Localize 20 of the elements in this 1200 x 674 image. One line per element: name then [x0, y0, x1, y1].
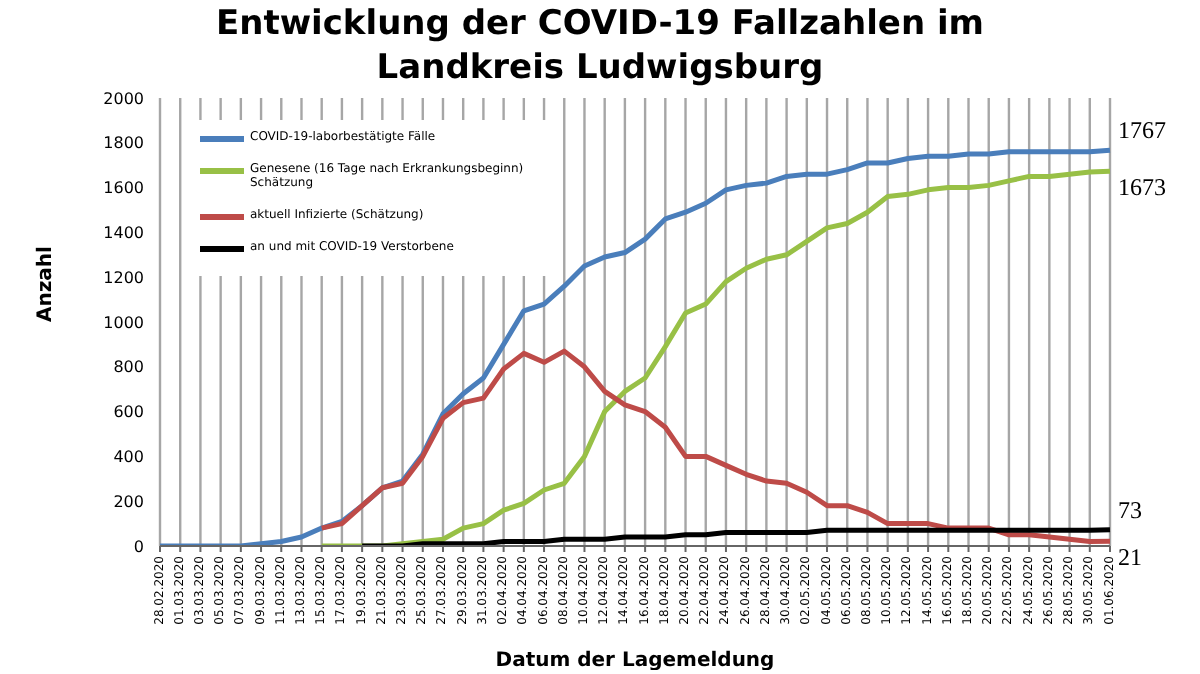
y-tick-label: 1200 — [103, 268, 144, 287]
y-tick-label: 1800 — [103, 134, 144, 153]
line-series — [319, 348, 1113, 545]
data-label: 1673 — [1118, 173, 1166, 202]
y-tick-label: 600 — [113, 403, 144, 422]
y-tick-label: 1000 — [103, 313, 144, 332]
y-tick-label: 2000 — [103, 89, 144, 108]
data-label: 21 — [1118, 543, 1142, 572]
y-tick-label: 800 — [113, 358, 144, 377]
line-series — [359, 527, 1113, 546]
data-label: 73 — [1118, 495, 1142, 524]
y-tick-label: 200 — [113, 492, 144, 511]
y-tick-label: 1600 — [103, 179, 144, 198]
chart-title: Entwicklung der COVID-19 Fallzahlen im Landkreis Ludwigsburg — [213, 2, 987, 90]
data-label: 1767 — [1118, 116, 1166, 145]
y-tick-label: 1400 — [103, 224, 144, 243]
y-axis-title: Anzahl — [35, 246, 58, 322]
x-axis-title: Datum der Lagemeldung — [495, 650, 775, 672]
y-tick-label: 400 — [113, 448, 144, 467]
y-tick-label: 0 — [133, 537, 144, 556]
